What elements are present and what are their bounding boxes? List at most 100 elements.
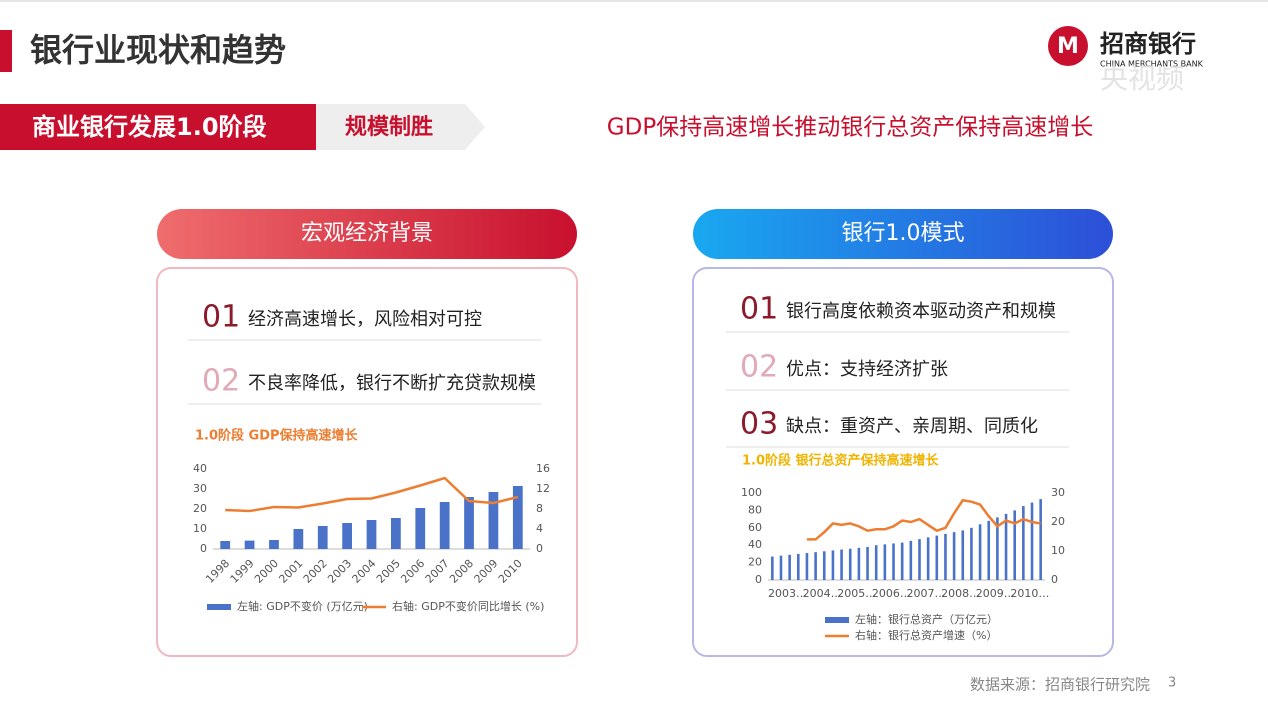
item-text: 银行高度依赖资本驱动资产和规模 bbox=[786, 301, 1056, 322]
bar bbox=[996, 517, 999, 580]
bar bbox=[822, 551, 826, 580]
item-number: 01 bbox=[202, 300, 240, 335]
bar bbox=[1022, 506, 1025, 580]
x-tick-label: 2007… bbox=[907, 587, 946, 600]
bar bbox=[788, 554, 791, 580]
y2-tick-label: 16 bbox=[536, 462, 550, 475]
watermark: 央视频 bbox=[1100, 62, 1184, 95]
item-text: 经济高速增长，风险相对可控 bbox=[248, 309, 482, 330]
headline: GDP保持高速增长推动银行总资产保持高速增长 bbox=[607, 115, 1093, 141]
y2-tick-label: 30 bbox=[1051, 486, 1065, 499]
legend-label: 左轴: GDP不变价 (万亿元) bbox=[237, 599, 368, 613]
item-number: 01 bbox=[740, 292, 778, 327]
title-accent bbox=[0, 30, 12, 72]
bar bbox=[391, 518, 401, 549]
y2-tick-label: 20 bbox=[1051, 515, 1065, 528]
x-tick-label: 2006… bbox=[872, 587, 911, 600]
y-tick-label: 0 bbox=[200, 542, 207, 555]
bar bbox=[978, 524, 982, 580]
y-tick-label: 10 bbox=[193, 522, 207, 535]
bar bbox=[464, 497, 474, 549]
y2-tick-label: 8 bbox=[536, 502, 543, 515]
bar bbox=[935, 535, 939, 580]
chart-title: 1.0阶段 银行总资产保持高速增长 bbox=[742, 453, 940, 469]
bar bbox=[952, 532, 956, 580]
y2-tick-label: 12 bbox=[536, 482, 550, 495]
bar bbox=[866, 546, 869, 580]
item-number: 02 bbox=[202, 364, 240, 399]
x-tick-label: 2005… bbox=[837, 587, 876, 600]
bar bbox=[512, 486, 523, 549]
bar bbox=[987, 520, 991, 580]
bar bbox=[970, 527, 973, 580]
bar bbox=[848, 548, 852, 580]
tag-arrow bbox=[316, 104, 485, 150]
panel-header bbox=[693, 209, 1113, 259]
chart-title: 1.0阶段 GDP保持高速增长 bbox=[195, 428, 359, 444]
page-number: 3 bbox=[1168, 676, 1176, 691]
y-tick-label: 0 bbox=[755, 573, 762, 586]
source: 数据来源：招商银行研究院 bbox=[970, 676, 1150, 694]
item-text: 缺点：重资产、亲周期、同质化 bbox=[786, 416, 1038, 437]
slide-title: 银行业现状和趋势 bbox=[30, 31, 286, 69]
bar bbox=[1013, 510, 1017, 580]
bar bbox=[366, 520, 377, 549]
item-text: 不良率降低，银行不断扩充贷款规模 bbox=[248, 373, 536, 394]
legend-swatch bbox=[825, 617, 849, 623]
bar bbox=[1030, 502, 1034, 580]
bar bbox=[831, 550, 835, 580]
line bbox=[225, 476, 519, 513]
panel-header bbox=[157, 209, 577, 259]
bar bbox=[909, 540, 913, 580]
bar bbox=[244, 540, 255, 549]
tag-text: 规模制胜 bbox=[345, 115, 433, 140]
y-tick-label: 100 bbox=[741, 486, 762, 499]
logo-m: M bbox=[1057, 34, 1079, 59]
y-tick-label: 40 bbox=[748, 538, 762, 551]
bar bbox=[317, 526, 328, 549]
x-tick-label: 2003… bbox=[768, 587, 807, 600]
line bbox=[806, 498, 1041, 541]
x-tick-label: 2010… bbox=[1010, 587, 1049, 600]
panel-title: 宏观经济背景 bbox=[301, 221, 433, 246]
legend-label: 右轴：银行总资产增速（%） bbox=[855, 628, 997, 642]
bar bbox=[840, 549, 843, 580]
y2-tick-label: 0 bbox=[1051, 573, 1058, 586]
bar bbox=[439, 502, 450, 549]
item-text: 优点：支持经济扩张 bbox=[786, 359, 948, 380]
bar bbox=[771, 556, 774, 580]
bar bbox=[488, 492, 499, 549]
bar bbox=[900, 542, 904, 580]
bar bbox=[814, 552, 817, 580]
y-tick-label: 60 bbox=[748, 521, 762, 534]
legend-swatch bbox=[207, 604, 231, 610]
legend-label: 左轴：银行总资产（万亿元） bbox=[855, 612, 998, 626]
bar bbox=[269, 540, 279, 549]
y2-tick-label: 10 bbox=[1051, 544, 1065, 557]
logo-mark bbox=[1048, 26, 1088, 66]
bar bbox=[779, 555, 783, 580]
item-number: 02 bbox=[740, 350, 778, 385]
bar bbox=[342, 523, 352, 549]
stage-banner bbox=[0, 104, 316, 150]
legend-label: 右轴: GDP不变价同比增长 (%) bbox=[392, 599, 544, 613]
bar bbox=[926, 537, 930, 580]
bar bbox=[944, 533, 947, 580]
x-tick-label: 2004… bbox=[803, 587, 842, 600]
panel-title: 银行1.0模式 bbox=[842, 221, 965, 246]
bar bbox=[874, 545, 878, 580]
y-tick-label: 30 bbox=[193, 482, 207, 495]
bar bbox=[1004, 513, 1008, 580]
y-tick-label: 40 bbox=[193, 462, 207, 475]
stage-text: 商业银行发展1.0阶段 bbox=[32, 113, 267, 141]
bar bbox=[961, 530, 965, 580]
bar bbox=[892, 543, 895, 580]
bar bbox=[293, 529, 304, 549]
y2-tick-label: 4 bbox=[536, 522, 543, 535]
x-tick-label: 2009… bbox=[976, 587, 1015, 600]
bar bbox=[796, 553, 800, 580]
bar bbox=[883, 544, 887, 580]
item-number: 03 bbox=[740, 407, 778, 442]
